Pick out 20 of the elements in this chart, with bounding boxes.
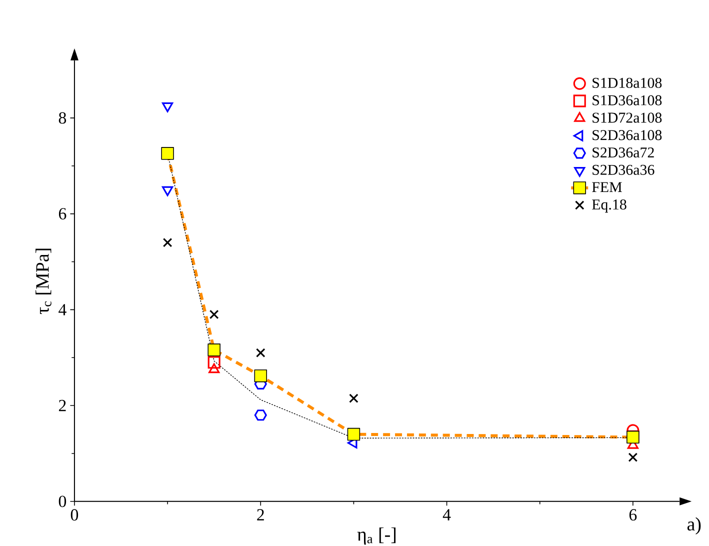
legend-label: S2D36a72: [592, 147, 654, 158]
y-tick-label: 4: [58, 304, 66, 316]
y-tick-label: 6: [58, 208, 66, 220]
legend-label: S2D36a36: [592, 164, 654, 175]
y-tick-label: 8: [58, 112, 66, 124]
x-tick-label: 4: [442, 509, 451, 520]
y-tick-label: 0: [58, 496, 66, 508]
legend-label: FEM: [592, 182, 622, 192]
legend-label: Eq.18: [592, 199, 626, 213]
text: a): [687, 517, 701, 534]
x-tick-label: 6: [629, 509, 637, 521]
x-tick-label: 2: [257, 509, 264, 520]
y-axis-title: τ$_{c}$ [MPa]: [36, 248, 52, 314]
x-tick-label: 0: [70, 509, 78, 521]
legend-label: S1D36a108: [592, 95, 662, 106]
legend-label: S1D18a108: [592, 78, 662, 88]
legend-label: S2D36a108: [592, 130, 662, 140]
x-axis-title: η$_{a}$ [-]: [357, 527, 396, 545]
legend-label: S1D72a108: [592, 112, 662, 123]
y-tick-label: 2: [58, 400, 66, 412]
